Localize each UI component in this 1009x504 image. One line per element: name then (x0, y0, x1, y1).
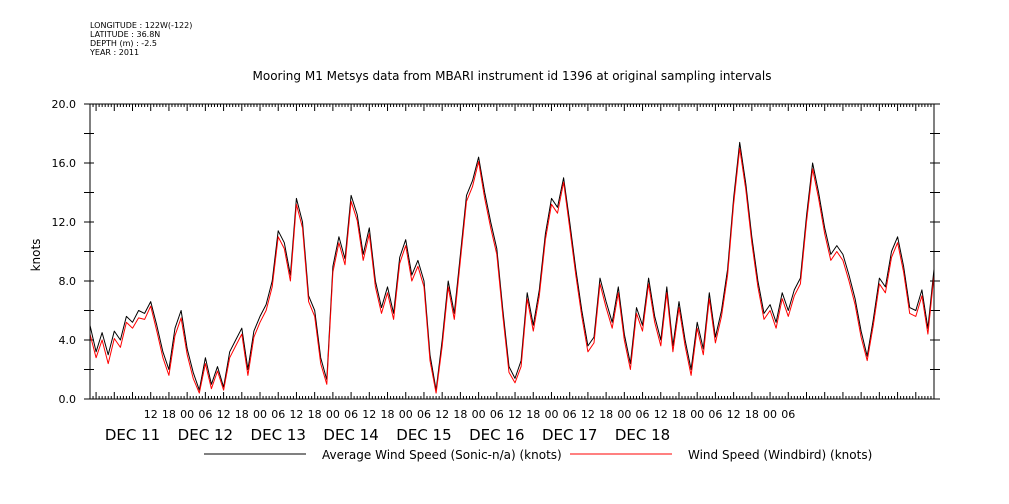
mooring-metadata: LONGITUDE : 122W(-122) LATITUDE : 36.8N … (90, 21, 192, 57)
y-tick-label: 16.0 (52, 157, 77, 170)
series-line-average-wind-speed (89, 141, 935, 391)
x-hour-label: 18 (745, 408, 759, 421)
x-hour-label: 06 (563, 408, 577, 421)
x-hour-label: 12 (289, 408, 303, 421)
x-hour-label: 12 (362, 408, 376, 421)
x-day-label: DEC 16 (469, 426, 524, 444)
legend: Average Wind Speed (Sonic-n/a) (knots) Wi… (204, 448, 872, 462)
x-day-label: DEC 15 (396, 426, 451, 444)
x-hour-label: 18 (599, 408, 613, 421)
x-hour-label: 06 (417, 408, 431, 421)
x-hour-label: 12 (217, 408, 231, 421)
y-tick-label: 20.0 (52, 98, 77, 111)
x-hour-label: 00 (690, 408, 704, 421)
x-hour-label: 06 (344, 408, 358, 421)
x-hour-label: 18 (308, 408, 322, 421)
x-hour-label: 06 (636, 408, 650, 421)
x-hour-label: 12 (727, 408, 741, 421)
x-hour-label: 06 (490, 408, 504, 421)
x-hour-label: 12 (508, 408, 522, 421)
x-hour-label: 00 (180, 408, 194, 421)
legend-label: Wind Speed (Windbird) (knots) (688, 448, 872, 462)
axis-labels: 0.0 4.0 8.0 12.0 16.0 20.0 12 18 00 06 12 18 00 06 12 1… (52, 98, 796, 444)
x-hour-label: 18 (235, 408, 249, 421)
x-hour-label: 12 (435, 408, 449, 421)
x-hour-label: 18 (162, 408, 176, 421)
x-hour-label: 12 (144, 408, 158, 421)
y-tick-label: 4.0 (59, 334, 77, 347)
series-lines (89, 141, 935, 394)
x-hour-label: 06 (271, 408, 285, 421)
chart-title: Mooring M1 Metsys data from MBARI instru… (253, 69, 772, 83)
latitude-label: LATITUDE : 36.8N (90, 30, 161, 39)
x-hour-label: 00 (617, 408, 631, 421)
x-hour-label: 00 (399, 408, 413, 421)
x-day-label: DEC 14 (323, 426, 378, 444)
x-day-label: DEC 13 (251, 426, 306, 444)
y-tick-label: 8.0 (59, 275, 77, 288)
longitude-label: LONGITUDE : 122W(-122) (90, 21, 193, 30)
x-hour-label: 00 (544, 408, 558, 421)
plot-frame (89, 103, 935, 400)
x-day-label: DEC 18 (615, 426, 670, 444)
x-hour-label: 06 (781, 408, 795, 421)
x-hour-label: 00 (326, 408, 340, 421)
x-hour-label: 00 (763, 408, 777, 421)
x-hour-label: 00 (472, 408, 486, 421)
depth-label: DEPTH (m) : -2.5 (90, 39, 157, 48)
y-tick-label: 0.0 (59, 393, 77, 406)
x-hour-label: 06 (198, 408, 212, 421)
x-hour-label: 18 (453, 408, 467, 421)
year-label: YEAR : 2011 (90, 48, 140, 57)
y-tick-label: 12.0 (52, 216, 77, 229)
legend-label: Average Wind Speed (Sonic-n/a) (knots) (322, 448, 562, 462)
x-hour-label: 18 (526, 408, 540, 421)
y-axis-label: knots (29, 239, 43, 272)
x-day-label: DEC 12 (178, 426, 233, 444)
x-day-label: DEC 17 (542, 426, 597, 444)
axis-ticks (84, 103, 940, 400)
x-hour-label: 18 (381, 408, 395, 421)
x-hour-label: 18 (672, 408, 686, 421)
x-hour-label: 00 (253, 408, 267, 421)
x-day-label: DEC 11 (105, 426, 160, 444)
x-hour-label: 06 (708, 408, 722, 421)
x-hour-label: 12 (654, 408, 668, 421)
series-line-windbird (89, 147, 935, 394)
x-hour-label: 12 (581, 408, 595, 421)
